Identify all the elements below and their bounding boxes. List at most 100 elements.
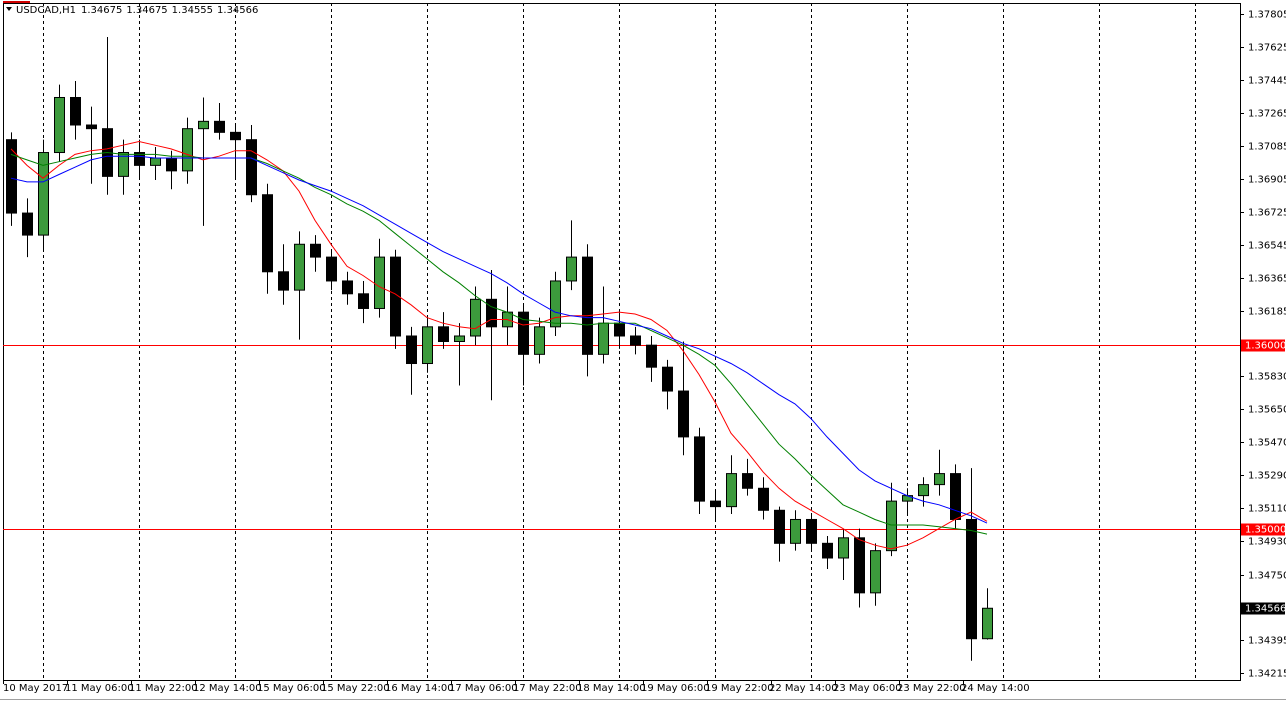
- y-tick-label: 1.36725: [1248, 208, 1286, 219]
- candle-body: [214, 120, 225, 133]
- x-tick-label: 23 May 22:00: [897, 683, 966, 694]
- y-tick-label: 1.34215: [1248, 669, 1286, 680]
- candle-body: [262, 194, 273, 273]
- candle-body: [230, 131, 241, 141]
- candle-body: [406, 335, 417, 365]
- candle-body: [134, 152, 145, 166]
- x-tick-label: 12 May 14:00: [193, 683, 262, 694]
- candle-body: [598, 322, 609, 355]
- y-tick-label: 1.36185: [1248, 307, 1286, 318]
- price-label: 1.36000: [1245, 341, 1286, 352]
- candle-body: [678, 390, 689, 438]
- candle-body: [646, 344, 657, 368]
- symbol: USDCAD,H1: [16, 5, 76, 16]
- y-tick-label: 1.37805: [1248, 10, 1286, 21]
- candle-body: [902, 495, 913, 502]
- candle-body: [710, 500, 721, 508]
- candle-body: [742, 473, 753, 489]
- price-label: 1.35000: [1245, 525, 1286, 536]
- candle-body: [150, 157, 161, 166]
- last-price-box: [1241, 602, 1285, 615]
- quote-open: 1.34675: [81, 5, 122, 16]
- plot-frame: [3, 3, 1241, 681]
- candle-body: [198, 120, 209, 130]
- candle-body: [806, 518, 817, 544]
- y-tick-label: 1.35650: [1248, 405, 1286, 416]
- candle-body: [582, 256, 593, 355]
- candle-body: [246, 139, 257, 196]
- y-tick-label: 1.37625: [1248, 43, 1286, 54]
- candle-body: [822, 542, 833, 559]
- price-label-box: [1241, 523, 1285, 536]
- candle-body: [294, 243, 305, 291]
- candle-body: [662, 366, 673, 392]
- candle-body: [358, 293, 369, 309]
- y-tick-label: 1.36365: [1248, 274, 1286, 285]
- candle-body: [38, 152, 49, 236]
- plot-area: [3, 3, 1240, 680]
- candle-body: [310, 243, 321, 258]
- moving-average: [10, 155, 988, 524]
- quote-close: 1.34566: [217, 5, 258, 16]
- candle-body: [390, 256, 401, 337]
- candle-body: [870, 550, 881, 594]
- candle-body: [22, 212, 33, 236]
- candle-body: [614, 322, 625, 337]
- candle-body: [182, 128, 193, 172]
- candle-body: [966, 518, 977, 640]
- candle-body: [918, 484, 929, 497]
- candle-body: [774, 509, 785, 544]
- candle-body: [886, 500, 897, 552]
- candle-body: [934, 473, 945, 486]
- y-tick-label: 1.35110: [1248, 504, 1286, 515]
- y-tick-label: 1.35290: [1248, 471, 1286, 482]
- candle-body: [854, 537, 865, 594]
- candle-body: [534, 326, 545, 355]
- y-tick-label: 1.34395: [1248, 636, 1286, 647]
- candle-body: [470, 298, 481, 337]
- candle-body: [790, 518, 801, 544]
- candle-body: [278, 271, 289, 291]
- y-tick-label: 1.34750: [1248, 571, 1286, 582]
- x-tick-label: 24 May 14:00: [961, 683, 1030, 694]
- candle-body: [374, 256, 385, 309]
- candle-body: [326, 256, 337, 282]
- candle-body: [838, 537, 849, 559]
- candle-body: [118, 152, 129, 177]
- x-tick-label: 10 May 2017: [3, 683, 68, 694]
- candle-body: [70, 96, 81, 126]
- x-tick-label: 15 May 22:00: [321, 683, 390, 694]
- candle-body: [422, 326, 433, 365]
- menu-arrow[interactable]: [6, 7, 12, 11]
- y-tick-label: 1.35830: [1248, 372, 1286, 383]
- y-tick-label: 1.35470: [1248, 438, 1286, 449]
- candle-body: [726, 473, 737, 508]
- candle-body: [630, 335, 641, 346]
- y-tick-label: 1.37445: [1248, 76, 1286, 87]
- x-tick-label: 19 May 06:00: [641, 683, 710, 694]
- candle-body: [566, 256, 577, 282]
- candle-body: [982, 607, 993, 640]
- candle-body: [950, 473, 961, 520]
- candle-body: [694, 436, 705, 502]
- x-tick-label: 11 May 06:00: [65, 683, 134, 694]
- candle-body: [166, 157, 177, 172]
- candle-body: [518, 311, 529, 355]
- moving-average: [10, 151, 988, 535]
- candle-body: [550, 280, 561, 328]
- x-tick-label: 17 May 06:00: [449, 683, 518, 694]
- y-tick-label: 1.34930: [1248, 537, 1286, 548]
- candle-body: [86, 124, 97, 130]
- last-price-label: 1.34566: [1245, 604, 1286, 615]
- x-tick-label: 11 May 22:00: [129, 683, 198, 694]
- candle-body: [342, 280, 353, 295]
- x-tick-label: 22 May 14:00: [769, 683, 838, 694]
- y-tick-label: 1.37265: [1248, 109, 1286, 120]
- y-tick-label: 1.37085: [1248, 142, 1286, 153]
- moving-average: [10, 140, 988, 550]
- x-tick-label: 17 May 22:00: [513, 683, 582, 694]
- candle-body: [758, 487, 769, 511]
- y-tick-label: 1.36545: [1248, 241, 1286, 252]
